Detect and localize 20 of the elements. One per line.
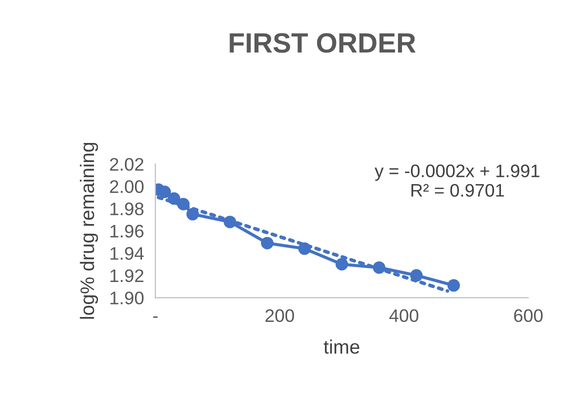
y-tick-label: 1.90 [110,292,144,304]
point [336,258,348,271]
y-tick-label: 2.00 [110,180,144,194]
y-axis-title: log% drug remaining [80,142,98,319]
y-tick-label: 1.94 [110,247,144,260]
chart-title: FIRST ORDER [230,33,416,53]
y-tick-label: 1.98 [110,202,144,216]
y-tick-label: 2.02 [110,158,144,171]
x-tick-label: 600 [514,309,543,322]
point [158,186,171,198]
x-tick-label: 400 [389,309,418,322]
point [186,208,199,220]
x-tick-label: 200 [266,309,294,322]
y-tick-label: 1.96 [110,224,144,238]
y-tick-label: 1.92 [110,269,144,282]
point [260,236,274,250]
x-axis-title: time [324,340,360,354]
point [447,279,460,292]
x-tick-label: - [153,316,158,318]
annotation: y = -0.0002x + 1.991 R² = 0.9701 [374,164,540,197]
